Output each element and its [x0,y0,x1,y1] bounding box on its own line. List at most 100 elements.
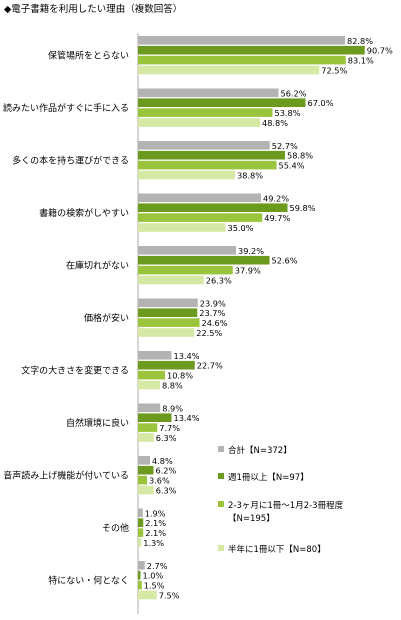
category-label: 読みたい作品がすぐに手に入る [3,102,129,114]
data-label: 58.8% [287,151,313,161]
data-label: 67.0% [308,98,334,108]
bar [138,88,279,98]
bar [138,45,365,55]
bar [138,328,195,337]
bar [138,223,226,232]
data-label: 55.4% [279,161,305,171]
bar [138,36,345,45]
bar [138,465,154,475]
bar [138,370,165,380]
bar [138,318,200,327]
data-label: 24.6% [202,318,228,328]
data-label: 48.8% [262,118,288,128]
data-label: 82.8% [347,36,373,46]
legend-label: 週1冊以上【N=97】 [228,473,309,483]
bar [138,508,143,518]
bar [138,203,288,212]
data-label: 2.1% [145,518,166,528]
data-label: 56.2% [281,88,307,98]
legend-label: 半年に1冊以下【N=80】 [228,544,326,555]
category-label: 在庫切れがない [66,260,129,272]
legend-swatch [218,545,224,551]
bar [138,213,263,222]
chart-title: ◆電子書籍を利用したい理由（複数回答） [4,3,182,15]
bar [138,561,145,570]
bar [138,590,157,600]
data-label: 10.8% [167,371,193,381]
bar [138,351,172,360]
bar [138,528,144,537]
data-label: 52.7% [272,141,298,151]
category-label: 多くの本を持ち運びができる [12,155,129,167]
data-label: 52.6% [272,256,298,266]
data-label: 2.7% [147,561,168,571]
data-label: 1.9% [145,508,166,518]
legend-label: 合計【N=372】 [228,445,292,456]
data-label: 13.4% [174,351,200,361]
category-labels-group: 保管場所をとらない読みたい作品がすぐに手に入る多くの本を持ち運びができる書籍の検… [3,50,129,587]
data-label: 6.2% [156,466,177,476]
bar [138,570,141,580]
data-label: 22.5% [196,328,222,338]
bar [138,518,144,527]
legend-label: 2-3ヶ月に1冊～1月2-3冊程度【N=195】 [228,500,344,524]
data-label: 8.9% [162,403,183,413]
bar [138,170,235,180]
data-label: 6.3% [156,433,177,443]
bar [138,298,198,308]
data-label: 4.8% [152,456,173,466]
bar [138,380,160,390]
bar [138,538,142,547]
bar [138,65,320,75]
data-label: 37.9% [235,266,261,276]
category-label: 特にない・何となく [48,575,129,587]
data-label: 26.3% [206,276,232,286]
bar [138,193,261,203]
bar [138,55,346,65]
data-label: 72.5% [321,66,347,76]
category-label: 書籍の検索がしやすい [39,207,129,219]
data-label: 35.0% [228,223,254,233]
bar [138,275,204,285]
data-label: 1.5% [144,581,165,591]
legend-swatch [218,501,224,507]
legend-swatch [218,473,224,479]
bar [138,433,154,442]
data-label: 39.2% [238,246,264,256]
bar [138,150,285,160]
bar [138,485,154,495]
legend: 合計【N=372】週1冊以上【N=97】 2-3ヶ月に1冊～1月2-3冊程度【N=… [218,445,344,555]
data-label: 49.2% [263,193,289,203]
category-label: 音声読み上げ機能が付いている [3,470,129,482]
bar [138,413,172,422]
bar [138,423,158,432]
data-label: 1.3% [143,538,164,548]
data-label: 8.8% [162,381,183,391]
bar [138,456,150,465]
data-label: 3.6% [149,476,170,486]
bar [138,265,233,275]
bar [138,475,147,485]
data-label: 59.8% [290,203,316,213]
bar [138,255,270,265]
bar [138,98,306,107]
bar [138,580,142,590]
data-label: 7.5% [159,591,180,601]
data-label: 13.4% [174,413,200,423]
data-label: 7.7% [159,423,180,433]
data-labels-group: 82.8%90.7%83.1%72.5% 56.2%67.0% 53.8%48.8%… [143,36,393,601]
bars-group [138,36,365,600]
data-label: 1.0% [143,571,164,581]
data-label: 38.8% [237,171,263,181]
category-label: 文字の大きさを変更できる [21,365,129,377]
data-label: 23.9% [200,298,226,308]
bar [138,308,198,317]
category-label: その他 [102,522,129,534]
data-label: 23.7% [199,308,225,318]
data-label: 22.7% [197,361,223,371]
data-label: 53.8% [275,108,301,118]
category-label: 自然環境に良い [66,417,129,429]
bar [138,108,273,117]
bar [138,360,195,370]
